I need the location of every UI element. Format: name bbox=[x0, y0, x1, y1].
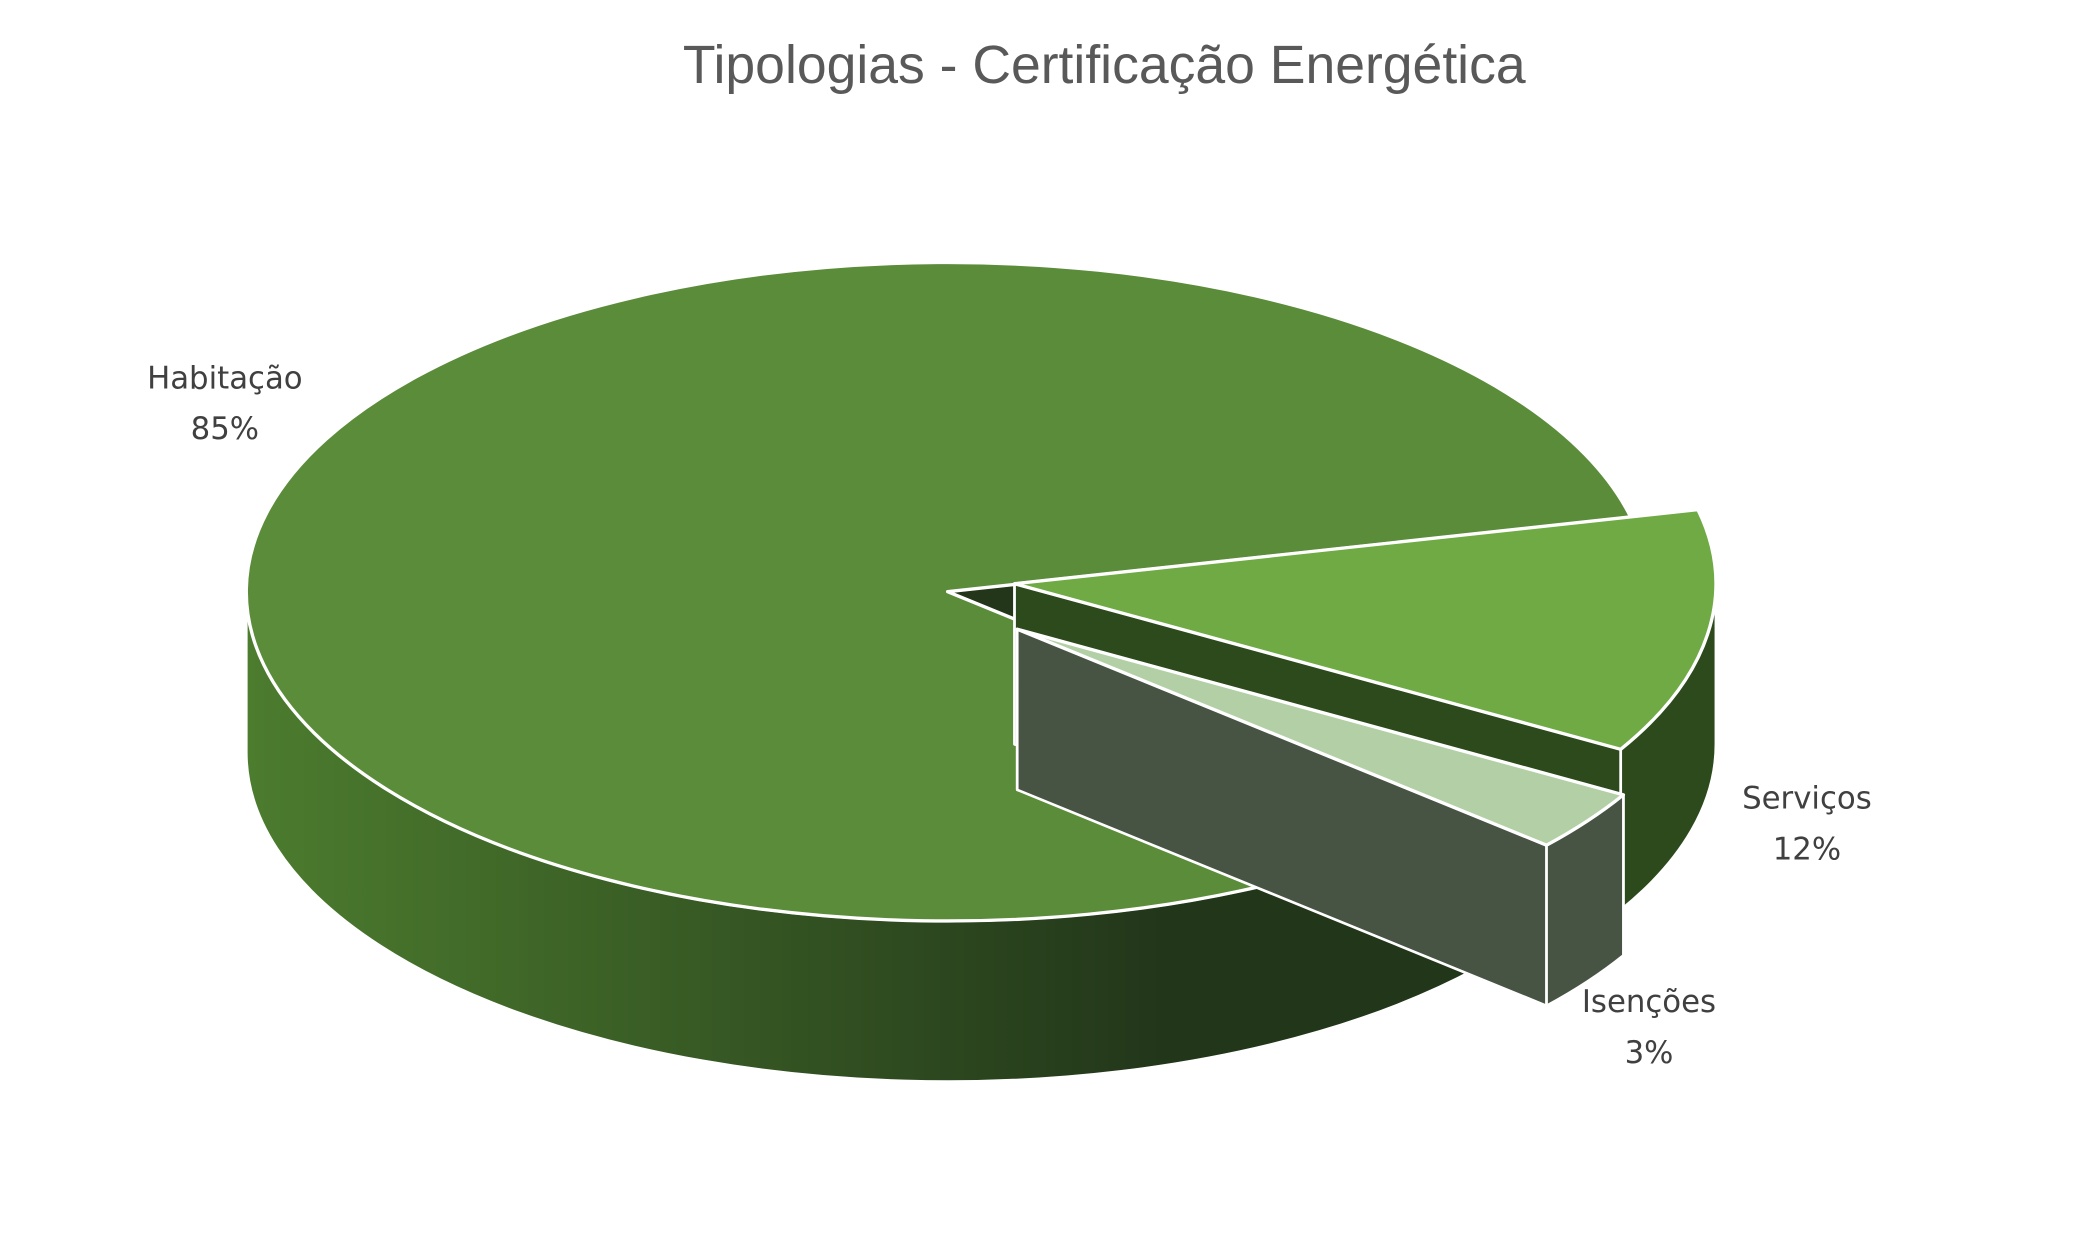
data-label-isencoes: Isenções 3% bbox=[1582, 984, 1716, 1071]
data-label-value: 85% bbox=[191, 411, 259, 447]
chart-title: Tipologias - Certificação Energética bbox=[683, 36, 1526, 95]
data-label-value: 3% bbox=[1625, 1035, 1674, 1071]
data-label-habitacao: Habitação 85% bbox=[147, 360, 303, 447]
data-label-servicos: Serviços 12% bbox=[1742, 781, 1872, 868]
data-label-category: Serviços bbox=[1742, 781, 1872, 817]
slice-top-face bbox=[1015, 627, 1626, 847]
data-label-category: Habitação bbox=[147, 360, 303, 396]
slice-top-face bbox=[1012, 507, 1718, 751]
pie-slices bbox=[244, 260, 1718, 1083]
data-label-category: Isenções bbox=[1582, 984, 1716, 1020]
pie-slice-2 bbox=[1015, 627, 1626, 1008]
data-label-value: 12% bbox=[1773, 831, 1841, 867]
